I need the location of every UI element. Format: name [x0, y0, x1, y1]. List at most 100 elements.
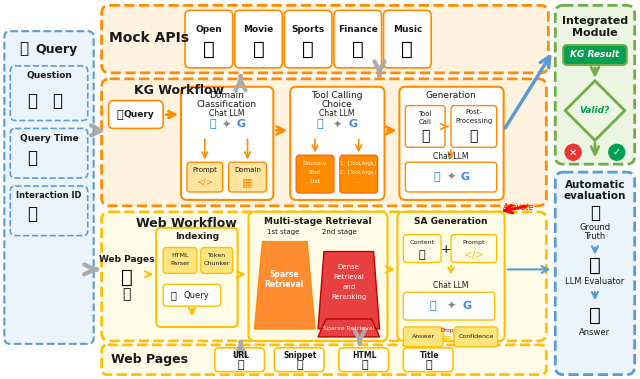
- Text: 1. {Tool,Args}: 1. {Tool,Args}: [340, 161, 377, 166]
- Text: 👤: 👤: [116, 110, 123, 119]
- Text: Finance: Finance: [338, 25, 378, 34]
- Text: Call: Call: [419, 119, 432, 125]
- Text: Chunker: Chunker: [204, 261, 230, 266]
- Text: Chat LLM: Chat LLM: [433, 281, 468, 290]
- FancyBboxPatch shape: [405, 162, 497, 192]
- Text: SA Generation: SA Generation: [414, 217, 488, 226]
- Text: Interaction ID: Interaction ID: [16, 191, 82, 200]
- Text: Parser: Parser: [170, 261, 190, 266]
- FancyBboxPatch shape: [235, 10, 282, 68]
- Text: Ⓜ: Ⓜ: [430, 301, 436, 311]
- FancyBboxPatch shape: [10, 66, 88, 121]
- Text: Module: Module: [572, 28, 618, 38]
- Text: 🏆: 🏆: [426, 360, 433, 370]
- FancyBboxPatch shape: [284, 10, 332, 68]
- FancyBboxPatch shape: [556, 172, 635, 374]
- FancyBboxPatch shape: [102, 345, 547, 374]
- FancyBboxPatch shape: [163, 284, 221, 306]
- Polygon shape: [255, 242, 315, 329]
- Text: 💰: 💰: [352, 39, 364, 58]
- Text: Query Time: Query Time: [20, 134, 78, 143]
- Text: Reranking: Reranking: [331, 294, 367, 300]
- FancyBboxPatch shape: [187, 162, 223, 192]
- Text: 2nd stage: 2nd stage: [323, 229, 357, 235]
- Text: ▦: ▦: [243, 177, 253, 187]
- Text: Sparse: Sparse: [269, 270, 299, 279]
- Text: Content: Content: [410, 240, 435, 245]
- FancyBboxPatch shape: [334, 10, 381, 68]
- FancyBboxPatch shape: [339, 348, 388, 372]
- FancyBboxPatch shape: [102, 5, 548, 73]
- FancyBboxPatch shape: [156, 228, 237, 327]
- Text: +: +: [441, 243, 451, 256]
- Text: G: G: [460, 172, 470, 182]
- Text: G: G: [462, 301, 472, 311]
- Text: Web Workflow: Web Workflow: [136, 217, 237, 230]
- Text: Classification: Classification: [196, 100, 257, 109]
- FancyBboxPatch shape: [296, 155, 334, 193]
- Text: Movie: Movie: [243, 25, 273, 34]
- FancyBboxPatch shape: [228, 162, 266, 192]
- Text: Query: Query: [183, 291, 209, 300]
- Text: Token: Token: [208, 253, 226, 258]
- Text: evaluation: evaluation: [564, 191, 626, 201]
- Text: ✦: ✦: [446, 301, 456, 311]
- FancyBboxPatch shape: [4, 31, 93, 344]
- FancyBboxPatch shape: [563, 45, 627, 65]
- FancyBboxPatch shape: [383, 10, 431, 68]
- Text: ...: ...: [356, 179, 362, 183]
- Text: Query: Query: [124, 110, 155, 119]
- Text: Confidence: Confidence: [458, 334, 493, 340]
- Polygon shape: [565, 81, 625, 140]
- Text: Tool Calling: Tool Calling: [311, 91, 363, 100]
- Text: Question: Question: [26, 71, 72, 80]
- FancyBboxPatch shape: [405, 106, 445, 147]
- FancyBboxPatch shape: [397, 212, 504, 341]
- Text: </>: </>: [196, 177, 213, 186]
- Text: Choice: Choice: [321, 100, 352, 109]
- Text: ❓: ❓: [52, 92, 62, 110]
- Text: Answer: Answer: [579, 329, 611, 337]
- Text: Post-: Post-: [465, 108, 483, 114]
- Text: 💡: 💡: [589, 305, 601, 324]
- Text: Chat LLM: Chat LLM: [433, 152, 468, 161]
- Polygon shape: [318, 319, 380, 337]
- Text: Retrieval: Retrieval: [333, 274, 364, 280]
- Text: List: List: [310, 179, 321, 183]
- Text: Answer: Answer: [412, 334, 435, 340]
- FancyBboxPatch shape: [556, 5, 635, 164]
- FancyBboxPatch shape: [185, 10, 233, 68]
- Text: LLM Evaluator: LLM Evaluator: [565, 277, 625, 286]
- Text: 🏀: 🏀: [302, 39, 314, 58]
- Text: 2. {Tool,Args}: 2. {Tool,Args}: [340, 170, 377, 175]
- Text: KG Result: KG Result: [570, 50, 620, 60]
- Text: 📄: 📄: [27, 205, 37, 223]
- Text: ✦: ✦: [222, 119, 232, 130]
- Text: Ⓜ: Ⓜ: [317, 119, 323, 130]
- Text: Sports: Sports: [291, 25, 324, 34]
- Text: Multi-stage Retrieval: Multi-stage Retrieval: [264, 217, 372, 226]
- Text: Ⓜ: Ⓜ: [434, 172, 440, 182]
- Text: ✦: ✦: [332, 119, 342, 130]
- Text: G: G: [348, 119, 357, 130]
- Text: KG Workflow: KG Workflow: [134, 84, 225, 97]
- FancyBboxPatch shape: [10, 186, 88, 236]
- FancyBboxPatch shape: [102, 79, 547, 206]
- Text: 📊: 📊: [419, 249, 426, 260]
- Text: Title: Title: [419, 351, 439, 360]
- FancyBboxPatch shape: [451, 235, 497, 263]
- FancyBboxPatch shape: [403, 327, 443, 347]
- Text: Automatic: Automatic: [564, 180, 625, 190]
- Text: 🎸: 🎸: [401, 39, 413, 58]
- Text: 📋: 📋: [590, 204, 600, 222]
- Text: 📅: 📅: [27, 149, 37, 167]
- Text: Chat LLM: Chat LLM: [319, 109, 355, 118]
- Text: ✕: ✕: [569, 147, 577, 157]
- Text: URL: URL: [232, 351, 249, 360]
- Text: 🔗: 🔗: [237, 360, 244, 370]
- Text: 🌐: 🌐: [203, 39, 214, 58]
- Text: Generation: Generation: [426, 91, 476, 100]
- Text: Web Pages: Web Pages: [99, 255, 154, 264]
- Text: </>: </>: [464, 249, 484, 260]
- Text: Domain: Domain: [303, 161, 327, 166]
